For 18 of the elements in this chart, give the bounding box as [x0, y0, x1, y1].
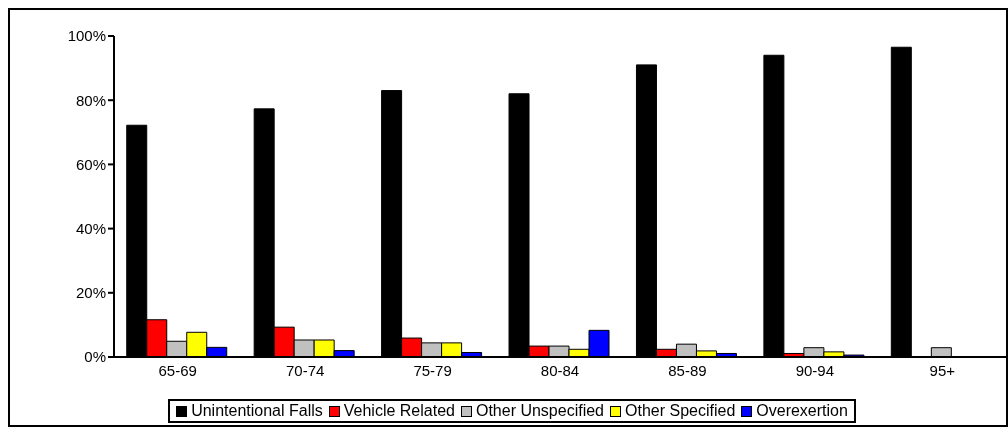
- legend-label: Other Unspecified: [474, 402, 604, 420]
- x-tick-label: 85-89: [668, 361, 707, 379]
- legend-label: Overexertion: [755, 402, 848, 420]
- y-tick-label: 20%: [75, 284, 106, 302]
- y-tick-label: 40%: [75, 219, 106, 237]
- legend-label: Unintentional Falls: [190, 402, 323, 420]
- x-tick-label: 90-94: [795, 361, 835, 379]
- x-tick-label: 70-74: [285, 361, 325, 379]
- x-tick-label: 80-84: [540, 361, 580, 379]
- y-tick-label: 100%: [67, 27, 106, 45]
- y-tick-label: 60%: [75, 155, 106, 173]
- legend-label: Other Specified: [624, 402, 736, 420]
- y-tick-label: 80%: [75, 91, 106, 109]
- x-tick-label: 75-79: [413, 361, 452, 379]
- legend-label: Vehicle Related: [342, 402, 455, 420]
- y-tick-label: 0%: [84, 348, 106, 366]
- x-tick-label: 65-69: [158, 361, 197, 379]
- x-tick-label: 95+: [929, 361, 956, 379]
